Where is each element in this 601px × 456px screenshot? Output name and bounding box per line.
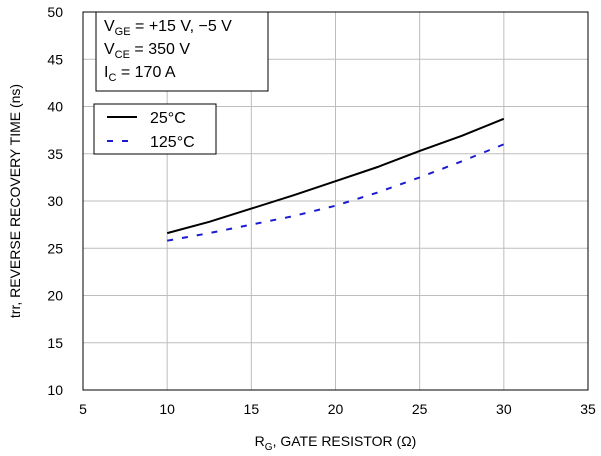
series-line-125c: [167, 143, 505, 242]
y-tick-label: 40: [47, 99, 63, 115]
x-tick-label: 30: [496, 401, 512, 417]
x-axis-label: RG, GATE RESISTOR (Ω): [255, 433, 417, 453]
x-tick-label: 5: [79, 401, 87, 417]
y-tick-label: 35: [47, 146, 63, 162]
y-tick-label: 50: [47, 4, 63, 20]
grid: [82, 11, 589, 391]
conditions-frame: [95, 11, 269, 92]
y-tick-label: 15: [47, 335, 63, 351]
plot-frame: [82, 11, 589, 391]
y-tick-label: 45: [47, 51, 63, 67]
legend-frame: [93, 103, 217, 155]
legend-label-25c: 25°C: [150, 110, 186, 127]
x-tick-label: 10: [159, 401, 175, 417]
x-tick-label: 20: [328, 401, 344, 417]
x-tick-label: 35: [580, 401, 596, 417]
y-axis-label: trr, REVERSE RECOVERY TIME (ns): [7, 84, 23, 318]
legend-label-125c: 125°C: [150, 134, 195, 151]
x-tick-label: 25: [412, 401, 428, 417]
y-tick-label: 30: [47, 193, 63, 209]
conditions-box: VGE = +15 V, −5 V VCE = 350 V IC = 170 A: [95, 11, 269, 92]
condition-vce: VCE = 350 V: [104, 41, 190, 61]
tick-labels: 5 10 15 20 25 30 35 10 15 20 25 30 35 40 45 50: [47, 4, 596, 417]
condition-vge: VGE = +15 V, −5 V: [104, 18, 232, 38]
condition-ic: IC = 170 A: [104, 64, 176, 84]
y-tick-label: 10: [47, 382, 63, 398]
x-tick-label: 15: [244, 401, 260, 417]
series-lines: [166, 117, 505, 242]
y-tick-label: 20: [47, 288, 63, 304]
series-line-25c: [166, 117, 505, 235]
y-tick-label: 25: [47, 240, 63, 256]
legend: 25°C 125°C: [93, 103, 217, 155]
